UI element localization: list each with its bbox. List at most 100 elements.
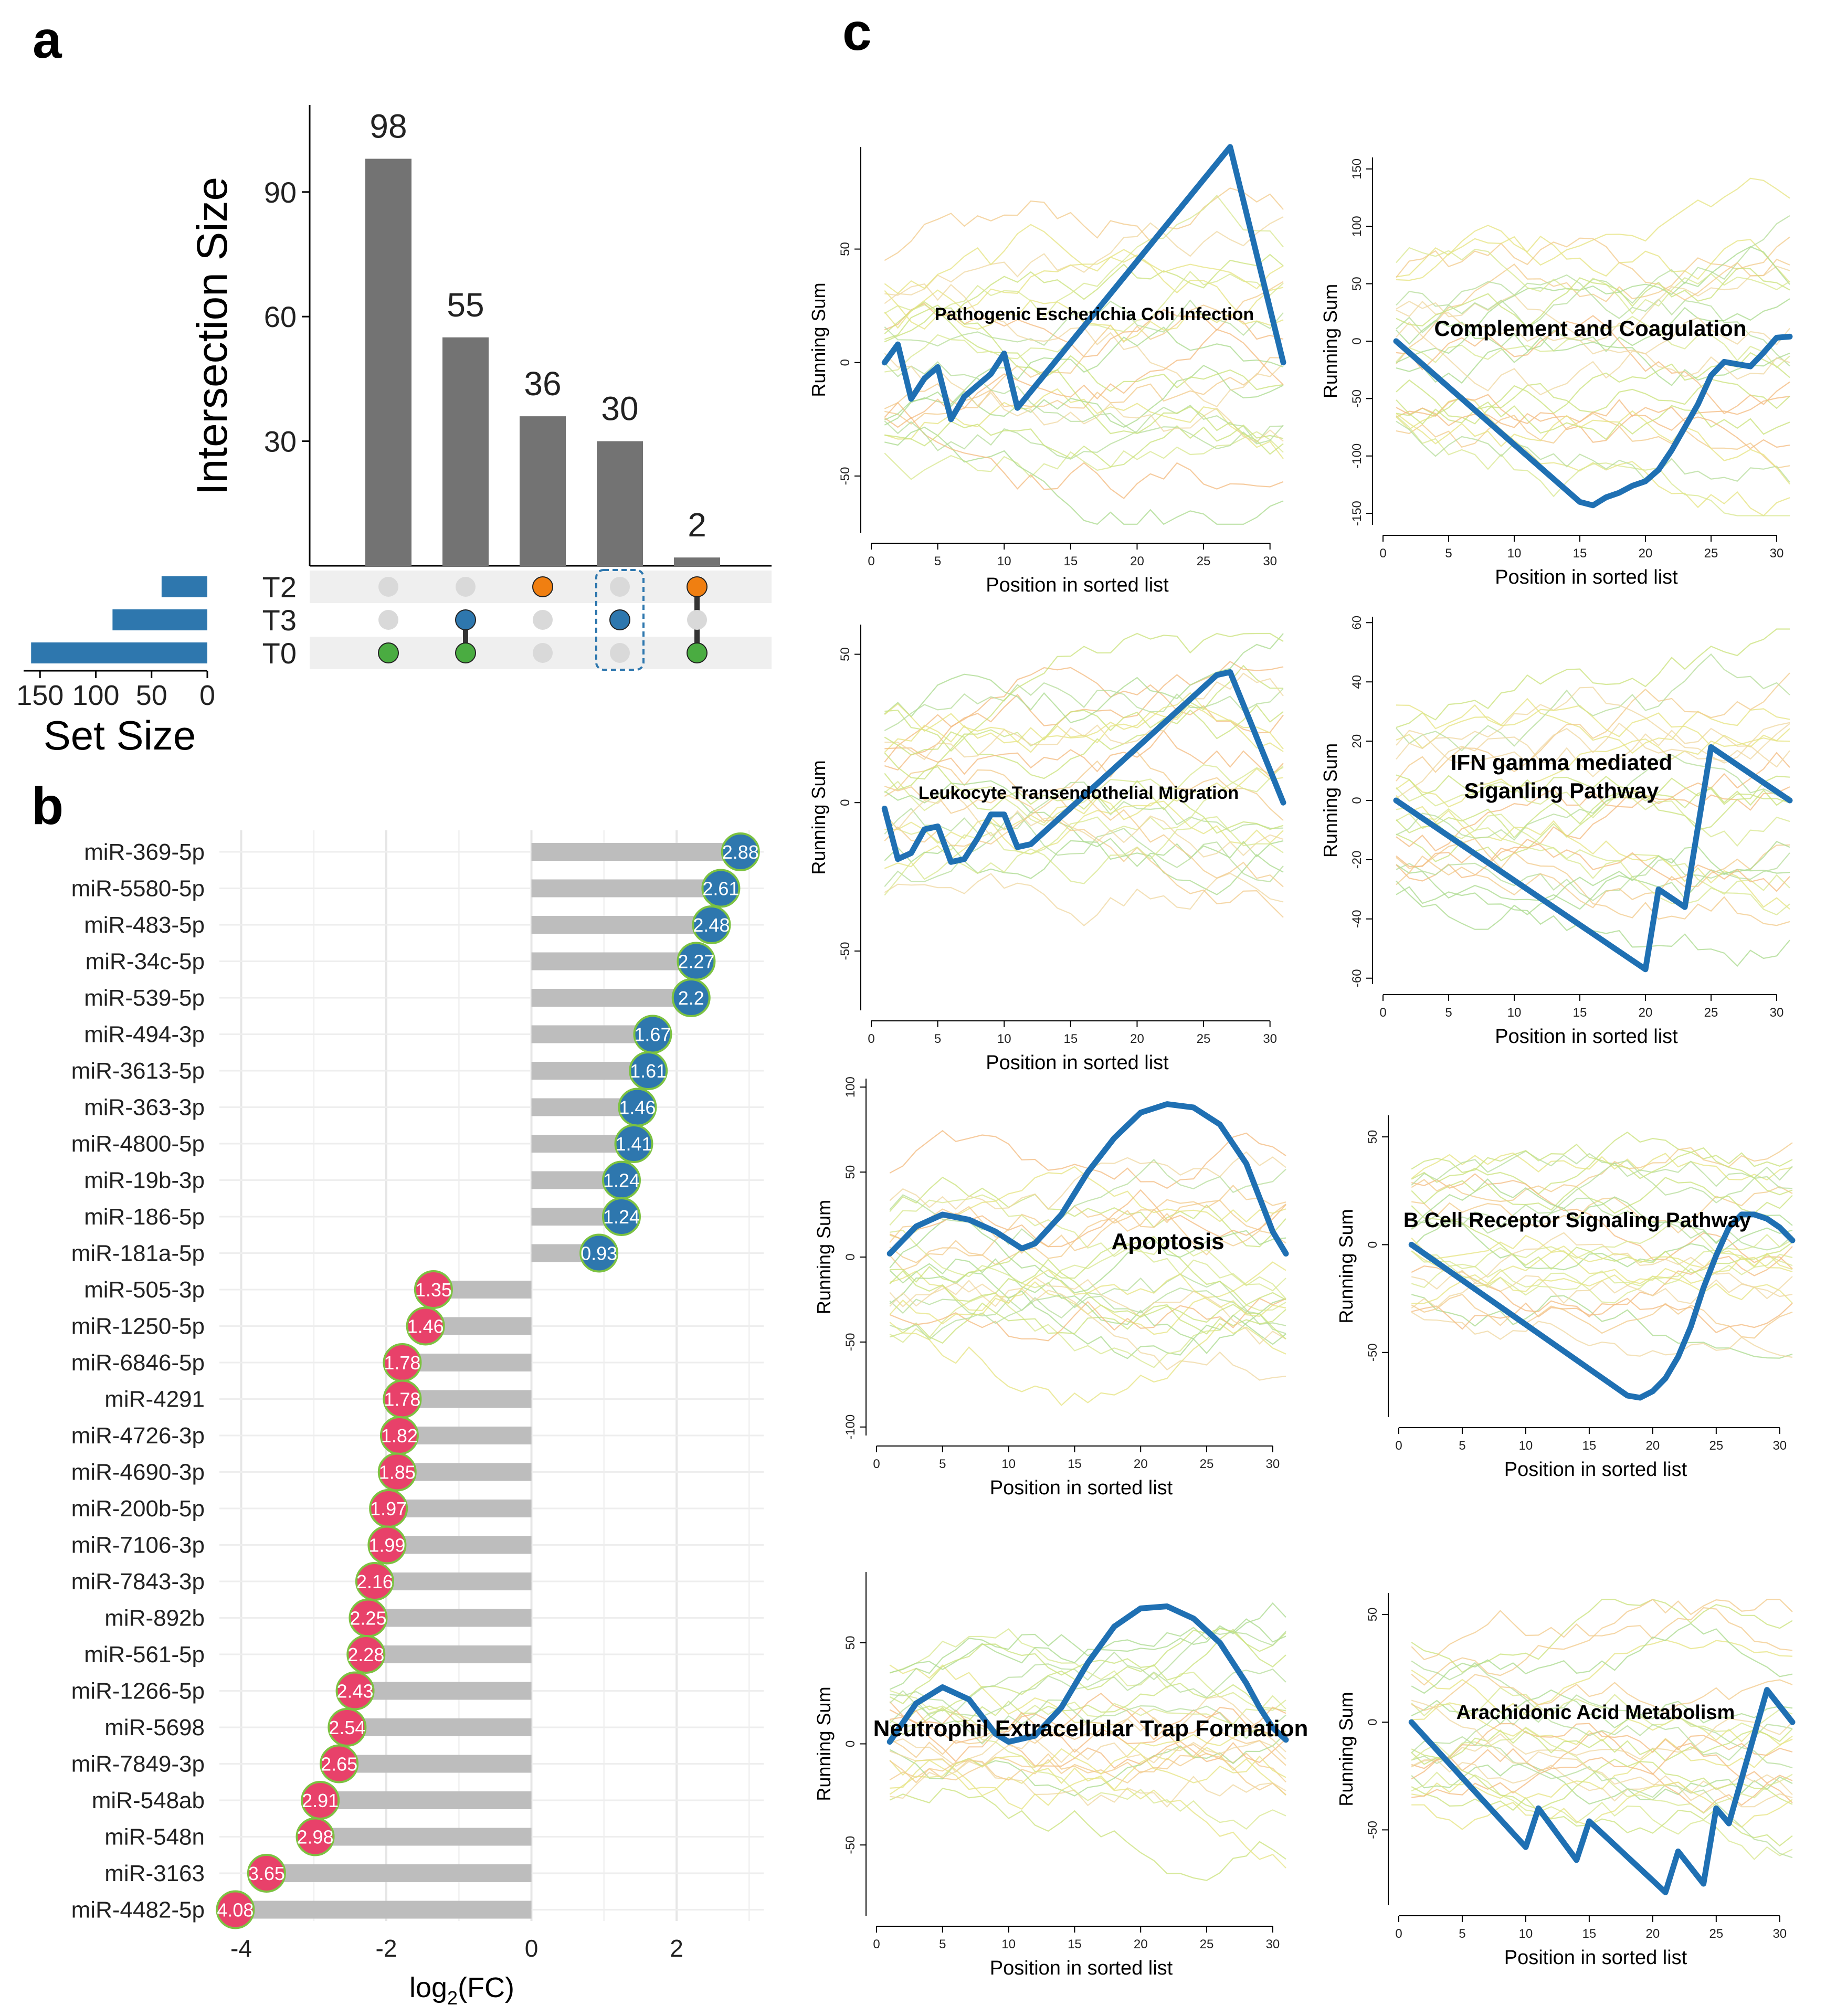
lollipop-bar bbox=[366, 1645, 532, 1663]
lollipop-category-label: miR-539-5p bbox=[84, 985, 205, 1011]
gsea-x-tick-label: 5 bbox=[939, 1457, 946, 1471]
gsea-x-tick-label: 25 bbox=[1709, 1927, 1723, 1941]
upset-bar-label: 55 bbox=[447, 286, 484, 324]
gsea-background-curve bbox=[884, 751, 1284, 821]
gsea-background-curve bbox=[1411, 1622, 1793, 1694]
gsea-y-tick-label: 40 bbox=[1350, 675, 1364, 689]
lollipop-bar bbox=[531, 1025, 653, 1043]
lollipop-value-label: 1.41 bbox=[615, 1133, 652, 1155]
upset-dot-empty bbox=[378, 577, 398, 597]
gsea-background-curve bbox=[1411, 1160, 1793, 1230]
gsea-y-tick-label: 50 bbox=[838, 647, 852, 661]
gsea-x-tick-label: 25 bbox=[1200, 1457, 1214, 1471]
lollipop-value-label: 2.25 bbox=[350, 1608, 386, 1629]
upset-set-tick-label: 50 bbox=[136, 680, 167, 711]
gsea-x-tick-label: 10 bbox=[1001, 1937, 1016, 1951]
gsea-background-curve bbox=[1396, 246, 1790, 363]
gsea-x-tick-label: 30 bbox=[1772, 1439, 1787, 1453]
gsea-background-curve bbox=[884, 420, 1284, 468]
gsea-background-curve bbox=[1411, 1598, 1793, 1686]
gsea-y-tick-label: -150 bbox=[1350, 501, 1364, 526]
lollipop-point bbox=[721, 832, 760, 871]
gsea-y-tick-label: 100 bbox=[1350, 216, 1364, 237]
gsea-background-curve bbox=[1396, 812, 1790, 895]
gsea-background-curve bbox=[1411, 1265, 1793, 1334]
lollipop-bar bbox=[531, 916, 712, 934]
xlabel-suffix: (FC) bbox=[458, 1972, 514, 2003]
gsea-x-tick-label: 5 bbox=[1445, 1006, 1452, 1020]
gsea-running-sum-line bbox=[1408, 1211, 1796, 1401]
gsea-x-tick-label: 15 bbox=[1582, 1439, 1597, 1453]
gsea-background-curve bbox=[1411, 1294, 1793, 1359]
gsea-y-tick-label: -60 bbox=[1350, 969, 1364, 987]
gsea-background-curve bbox=[1411, 1205, 1793, 1274]
gsea-background-curve bbox=[884, 667, 1284, 763]
lollipop-x-tick-label: 0 bbox=[525, 1935, 539, 1962]
gsea-x-tick-label: 10 bbox=[1519, 1927, 1533, 1941]
gsea-background-curve bbox=[884, 224, 1284, 294]
gsea-y-axis-title: Running Sum bbox=[808, 760, 829, 874]
lollipop-value-label: 1.35 bbox=[415, 1279, 452, 1301]
gsea-x-tick-label: 30 bbox=[1770, 1006, 1784, 1020]
lollipop-x-tick-label: -2 bbox=[376, 1935, 397, 1962]
lollipop-bar bbox=[531, 843, 741, 861]
lollipop-value-label: 1.99 bbox=[368, 1535, 405, 1556]
lollipop-category-label: miR-1250-5p bbox=[71, 1314, 205, 1339]
gsea-background-curve bbox=[884, 797, 1284, 845]
gsea-x-axis-title: Position in sorted list bbox=[1495, 1026, 1678, 1048]
lollipop-bar bbox=[339, 1755, 532, 1773]
gsea-background-curve bbox=[1396, 795, 1790, 910]
gsea-background-curve bbox=[889, 1322, 1286, 1407]
lollipop-bar bbox=[235, 1901, 532, 1919]
lollipop-category-label: miR-483-5p bbox=[84, 912, 205, 938]
lollipop-value-label: 2.54 bbox=[329, 1717, 365, 1738]
lollipop-category-label: miR-186-5p bbox=[84, 1204, 205, 1230]
gsea-y-tick-label: 50 bbox=[1366, 1130, 1380, 1144]
gsea-background-curve bbox=[1396, 687, 1790, 764]
gsea-background-curve bbox=[1396, 886, 1790, 967]
lollipop-value-label: 1.46 bbox=[407, 1316, 444, 1337]
gsea-x-tick-label: 5 bbox=[939, 1937, 946, 1951]
gsea-background-curve bbox=[1411, 1674, 1793, 1714]
upset-set-label: T3 bbox=[262, 604, 297, 637]
gsea-x-tick-label: 10 bbox=[997, 554, 1011, 568]
gsea-x-tick-label: 20 bbox=[1134, 1937, 1148, 1951]
upset-set-size-title: Set Size bbox=[44, 712, 196, 758]
gsea-y-tick-label: -50 bbox=[1366, 1343, 1380, 1361]
gsea-background-curve bbox=[884, 216, 1284, 304]
gsea-x-tick-label: 15 bbox=[1573, 1006, 1587, 1020]
lollipop-bar bbox=[320, 1791, 532, 1809]
gsea-background-curve bbox=[884, 431, 1284, 480]
lollipop-category-label: miR-34c-5p bbox=[86, 949, 205, 975]
lollipop-category-label: miR-4482-5p bbox=[71, 1897, 205, 1923]
gsea-y-axis-title: Running Sum bbox=[1320, 284, 1341, 398]
lollipop-value-label: 2.28 bbox=[347, 1644, 384, 1665]
upset-set-label: T0 bbox=[262, 637, 297, 670]
gsea-background-curve bbox=[884, 353, 1284, 443]
gsea-panel: 50 0 -50 0 5 10 15 20 25 30 Position in sorted lis… bbox=[808, 625, 1286, 1074]
gsea-background-curve bbox=[1396, 781, 1790, 847]
lollipop-category-label: miR-892b bbox=[104, 1606, 205, 1631]
gsea-x-tick-label: 15 bbox=[1063, 554, 1078, 568]
gsea-y-tick-label: -50 bbox=[838, 467, 852, 485]
lollipop-bar bbox=[347, 1718, 532, 1736]
upset-dot-empty bbox=[533, 643, 553, 663]
lollipop-point bbox=[579, 1233, 619, 1273]
upset-bar-label: 36 bbox=[524, 365, 561, 403]
upset-set-label: T2 bbox=[262, 571, 297, 604]
gsea-background-curve bbox=[884, 692, 1284, 752]
lollipop-value-label: 1.61 bbox=[630, 1060, 667, 1082]
gsea-y-tick-label: 50 bbox=[1350, 277, 1364, 291]
gsea-y-tick-label: 50 bbox=[838, 242, 852, 256]
gsea-background-curve bbox=[1411, 1771, 1793, 1861]
upset-dot-empty bbox=[456, 577, 476, 597]
gsea-background-curve bbox=[889, 1699, 1286, 1745]
gsea-y-tick-label: -20 bbox=[1350, 851, 1364, 869]
lollipop-value-label: 4.08 bbox=[217, 1899, 254, 1921]
gsea-x-tick-label: 10 bbox=[997, 1032, 1011, 1046]
gsea-y-tick-label: -50 bbox=[843, 1333, 858, 1352]
gsea-running-sum-line bbox=[1393, 333, 1793, 509]
gsea-background-curve bbox=[1411, 1142, 1793, 1202]
gsea-background-curve bbox=[889, 1302, 1286, 1344]
